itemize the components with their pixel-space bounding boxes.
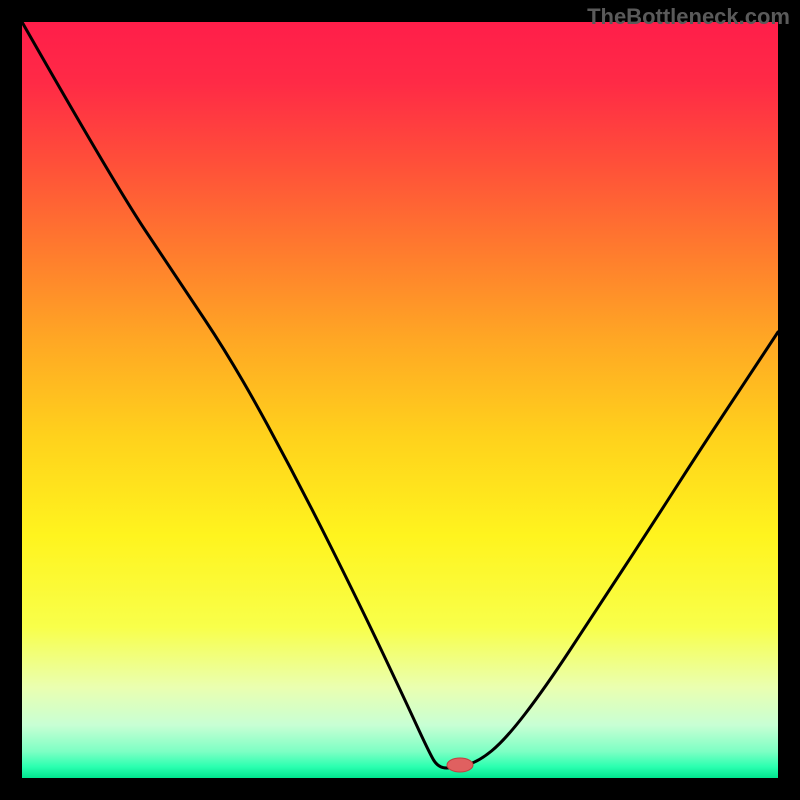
bottleneck-chart: [0, 0, 800, 800]
chart-container: TheBottleneck.com: [0, 0, 800, 800]
watermark-text: TheBottleneck.com: [587, 4, 790, 30]
optimal-marker: [447, 758, 473, 772]
plot-background: [22, 22, 778, 778]
